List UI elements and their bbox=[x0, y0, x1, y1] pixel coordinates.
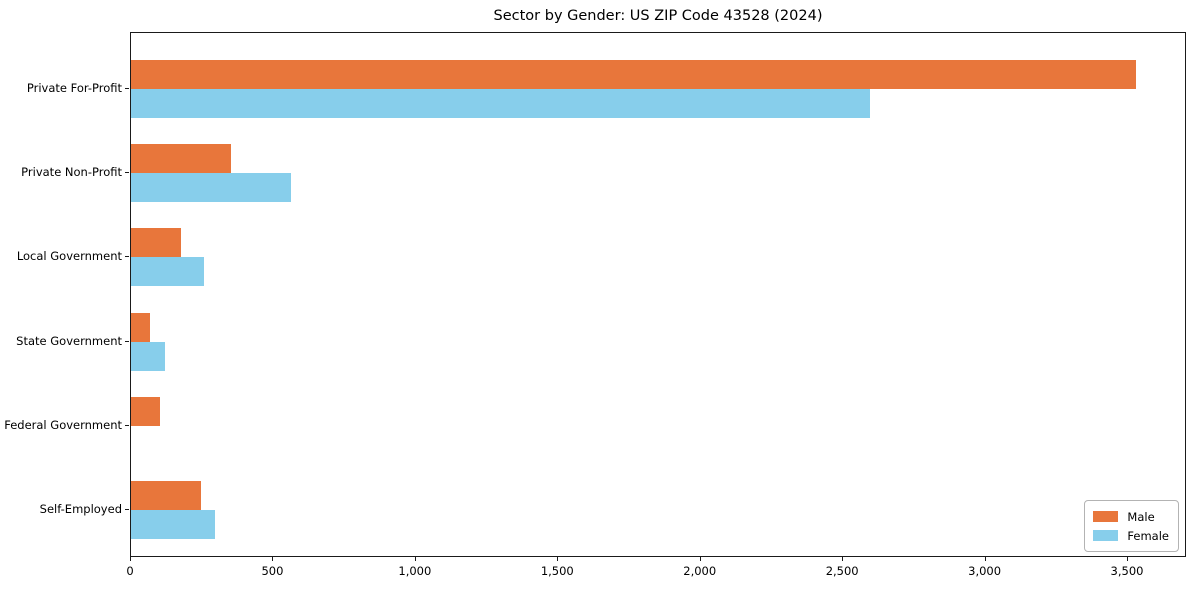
x-tick-label: 1,000 bbox=[398, 564, 432, 578]
y-tick-label: Local Government bbox=[16, 249, 122, 264]
bar-female-1 bbox=[131, 89, 870, 118]
x-tick-mark bbox=[130, 557, 131, 561]
x-tick-mark bbox=[842, 557, 844, 561]
bar-female-2 bbox=[131, 173, 292, 203]
x-tick-mark bbox=[272, 557, 274, 561]
x-tick-mark bbox=[984, 557, 986, 561]
chart-title: Sector by Gender: US ZIP Code 43528 (202… bbox=[493, 8, 823, 24]
bar-male-2 bbox=[131, 144, 231, 174]
y-tick-mark bbox=[125, 256, 129, 258]
bar-male-3 bbox=[131, 228, 182, 258]
y-tick-label: Federal Government bbox=[4, 417, 122, 432]
x-tick-label: 500 bbox=[261, 564, 284, 578]
y-tick-mark bbox=[125, 88, 129, 89]
x-tick-label: 1,500 bbox=[540, 564, 574, 578]
x-tick-mark bbox=[699, 557, 701, 561]
x-tick-label: 2,000 bbox=[683, 564, 717, 578]
legend-label-female: Female bbox=[1127, 528, 1169, 543]
y-tick-mark bbox=[125, 424, 129, 426]
x-tick-mark bbox=[557, 557, 559, 561]
legend-entry-male: Male bbox=[1093, 507, 1169, 526]
y-tick-label: Private For-Profit bbox=[26, 81, 122, 95]
x-tick-mark bbox=[1127, 557, 1129, 561]
bar-female-3 bbox=[131, 257, 205, 287]
plot-area: Male Female bbox=[130, 32, 1186, 557]
bar-female-4 bbox=[131, 341, 166, 371]
x-tick-label: 0 bbox=[126, 564, 134, 578]
y-tick-label: State Government bbox=[16, 333, 122, 348]
legend-swatch-male bbox=[1093, 511, 1119, 522]
legend-label-male: Male bbox=[1127, 509, 1155, 524]
x-tick-label: 2,500 bbox=[825, 564, 859, 578]
x-tick-mark bbox=[414, 557, 416, 561]
x-tick-label: 3,000 bbox=[968, 564, 1002, 578]
y-tick-label: Self-Employed bbox=[39, 502, 122, 516]
y-tick-mark bbox=[125, 340, 129, 342]
x-tick-label: 3,500 bbox=[1110, 564, 1144, 578]
bar-male-1 bbox=[131, 60, 1136, 89]
bar-female-6 bbox=[131, 510, 216, 539]
y-tick-mark bbox=[125, 172, 129, 174]
legend: Male Female bbox=[1084, 500, 1179, 552]
legend-swatch-female bbox=[1093, 530, 1119, 541]
legend-entry-female: Female bbox=[1093, 526, 1169, 545]
bar-male-6 bbox=[131, 481, 202, 510]
y-tick-label: Private Non-Profit bbox=[21, 165, 122, 180]
bar-male-5 bbox=[131, 396, 161, 426]
y-tick-mark bbox=[125, 509, 129, 510]
bar-male-4 bbox=[131, 312, 151, 342]
